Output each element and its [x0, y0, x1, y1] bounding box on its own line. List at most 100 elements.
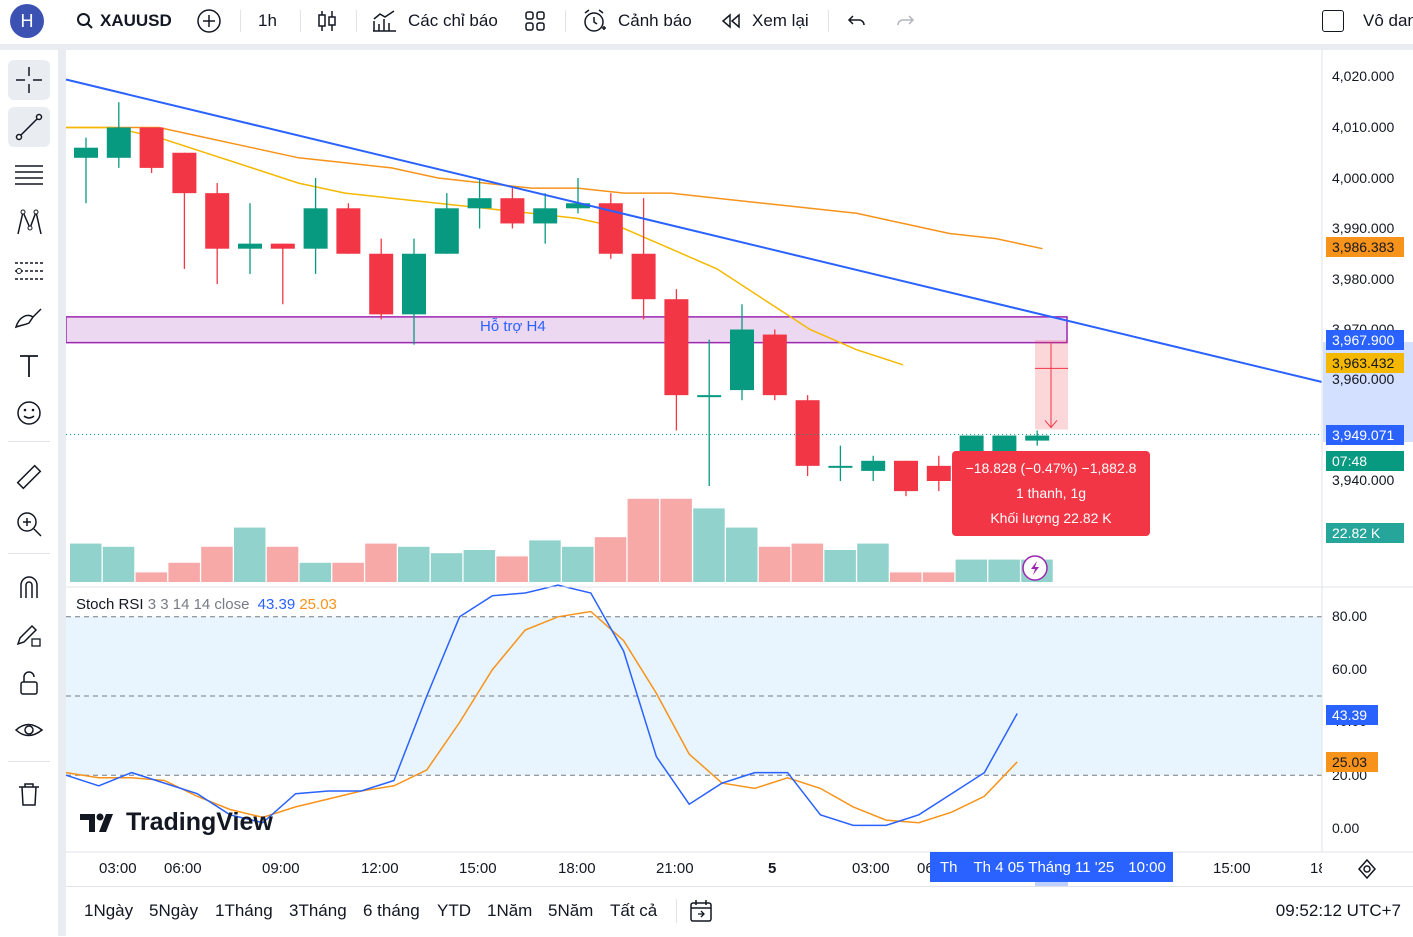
time-axis-label: 15:00 [459, 860, 497, 877]
pencil-lock-icon [16, 624, 41, 647]
volume-bar [168, 562, 200, 582]
delete-tool[interactable] [8, 774, 50, 814]
settings-icon [1357, 858, 1377, 880]
volume-tag: 22.82 K [1326, 523, 1404, 543]
range-5y[interactable]: 5Năm [548, 901, 594, 920]
crosshair-icon [16, 67, 42, 93]
lock-tool[interactable] [8, 663, 50, 703]
horizontal-lines-icon [15, 165, 43, 185]
range-all[interactable]: Tất cả [610, 901, 658, 920]
zoom-tool[interactable] [8, 504, 50, 544]
emoji-tool[interactable] [8, 393, 50, 433]
candle-body [861, 460, 886, 471]
volume-bar [660, 498, 692, 582]
volume-bar [922, 572, 955, 582]
time-axis-label: 18 [1310, 860, 1322, 877]
lock-drawing-tool[interactable] [8, 615, 50, 655]
indicators-button[interactable]: Các chỉ báo [372, 0, 498, 42]
forecast-tool[interactable] [8, 250, 50, 290]
support-zone[interactable] [66, 316, 1068, 344]
visibility-tool[interactable] [8, 710, 50, 750]
chart-type-button[interactable] [316, 0, 338, 42]
price-axis-label: 3,980.000 [1332, 271, 1395, 287]
range-1m[interactable]: 1Tháng [215, 901, 273, 920]
layouts-button[interactable] [524, 0, 546, 42]
volume-bar [627, 498, 660, 582]
price-axis-label: 3,960.000 [1332, 371, 1395, 387]
trend-line[interactable] [65, 78, 1323, 383]
range-1d[interactable]: 1Ngày [84, 901, 134, 920]
clock[interactable]: 09:52:12 UTC+7 [1275, 901, 1401, 920]
volume-bars [70, 498, 1053, 582]
undo-icon [847, 15, 865, 26]
time-axis-label: 12:00 [361, 860, 399, 877]
price-axis-label: 3,990.000 [1332, 220, 1395, 236]
interval-button[interactable]: 1h [258, 11, 277, 30]
alert-button[interactable]: Cảnh báo [582, 0, 692, 42]
goto-date-button[interactable] [688, 898, 714, 929]
candle-body [303, 208, 328, 249]
chart-settings-button[interactable] [1356, 858, 1378, 885]
time-axis-label: 18:00 [558, 860, 596, 877]
compare-button[interactable] [196, 0, 222, 42]
volume-bar [562, 546, 594, 582]
volume-bar [201, 546, 233, 582]
divider [240, 10, 241, 32]
range-ytd[interactable]: YTD [437, 901, 471, 920]
magnet-tool[interactable] [8, 567, 50, 607]
candle-body [139, 127, 164, 168]
volume-bar [824, 550, 856, 582]
stoch-k-tag: 43.39 [1326, 705, 1378, 725]
range-1y[interactable]: 1Năm [487, 901, 533, 920]
user-avatar[interactable]: H [10, 0, 44, 42]
undo-button[interactable] [846, 0, 868, 42]
symbol-search[interactable]: XAUUSD [76, 0, 172, 42]
magnet-icon [20, 576, 38, 598]
replay-label: Xem lại [752, 11, 809, 30]
right-menu-label[interactable]: Vô dan [1363, 11, 1413, 30]
volume-bar [693, 508, 725, 582]
checkbox[interactable] [1322, 0, 1344, 42]
trendline-tool[interactable] [8, 107, 50, 147]
pattern-tool[interactable] [8, 203, 50, 243]
range-3m[interactable]: 3Tháng [289, 901, 347, 920]
replay-button[interactable]: Xem lại [720, 0, 809, 42]
divider [565, 10, 566, 32]
indicators-icon [373, 10, 396, 32]
pattern-icon [17, 209, 42, 235]
time-axis-label: 03:00 [852, 860, 890, 877]
ma-slow-line [66, 126, 1043, 250]
panel-gutter [58, 50, 66, 936]
candle-body [1025, 435, 1050, 441]
measure-arrowhead [1044, 420, 1058, 429]
candle-body [697, 395, 722, 398]
candle-body [828, 465, 853, 468]
volume-bar [234, 527, 266, 582]
stoch-rsi-legend[interactable]: Stoch RSI 3 3 14 14 close 43.39 25.03 [76, 596, 337, 613]
indicators-label: Các chỉ báo [408, 11, 498, 30]
range-5d[interactable]: 5Ngày [149, 901, 199, 920]
volume-bar [955, 559, 988, 582]
volume-bar [463, 550, 496, 582]
fib-tool[interactable] [8, 155, 50, 195]
volume-bar [332, 562, 364, 582]
volume-bar [135, 572, 168, 582]
volume-bar [70, 543, 102, 582]
text-tool[interactable] [8, 346, 50, 386]
brush-tool[interactable] [8, 298, 50, 338]
zoom-in-icon [17, 512, 42, 537]
ruler-tool[interactable] [8, 457, 50, 497]
price-axis-label: 3,940.000 [1332, 472, 1395, 488]
candle-body [336, 208, 361, 254]
drawing-toolbar [0, 50, 58, 936]
redo-button[interactable] [894, 0, 916, 42]
candle-body [172, 152, 197, 194]
support-zone-label[interactable]: Hỗ trợ H4 [480, 318, 546, 335]
bottom-toolbar: 1Ngày 5Ngày 1Tháng 3Tháng 6 tháng YTD 1N… [66, 886, 1413, 937]
crosshair-tool[interactable] [8, 60, 50, 100]
volume-bar [529, 540, 561, 582]
stoch-d-value: 25.03 [299, 596, 337, 613]
candle-body [664, 299, 689, 396]
range-6m[interactable]: 6 tháng [363, 901, 420, 920]
